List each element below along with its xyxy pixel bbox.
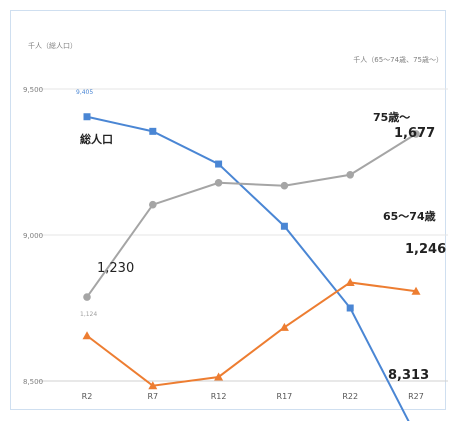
age65-end-value: 1,246	[405, 242, 446, 257]
age65-start-value: 1,124	[80, 311, 97, 318]
total-series-label: 総人口	[80, 132, 113, 146]
over75-start-value: 1,230	[97, 261, 134, 276]
left-tick-label: 9,000	[23, 232, 43, 240]
data-point-total-R17	[280, 222, 288, 230]
over75-end-value: 1,677	[394, 126, 435, 141]
x-axis-labels: R2 R7 R12 R17 R22 R27	[82, 392, 424, 401]
data-point-over75-R7	[149, 200, 157, 209]
total-start-value: 9,405	[76, 89, 93, 96]
data-point-age65-R12	[214, 372, 224, 381]
x-tick-label: R2	[82, 392, 93, 401]
data-point-age65-R22	[345, 277, 355, 286]
data-point-age65-R7	[148, 381, 158, 390]
left-tick-label: 8,500	[23, 378, 43, 386]
data-point-total-R2	[83, 113, 91, 121]
gridlines	[38, 88, 448, 382]
chart-frame	[10, 10, 446, 410]
x-tick-label: R27	[408, 392, 424, 401]
data-point-age65-R17	[279, 322, 289, 331]
data-point-over75-R17	[280, 181, 289, 190]
data-point-total-R7	[149, 127, 157, 135]
data-point-over75-R22	[346, 170, 355, 179]
data-point-total-R12	[215, 160, 223, 168]
total-end-value: 8,313	[388, 368, 429, 383]
left-axis-label: 千人（総人口）	[28, 41, 77, 50]
x-tick-label: R22	[342, 392, 358, 401]
data-point-age65-R2	[82, 331, 92, 340]
x-tick-label: R7	[147, 392, 158, 401]
data-point-total-R22	[346, 304, 354, 312]
age65-series-label: 65～74歳	[383, 209, 436, 223]
data-point-age65-R27	[411, 286, 421, 295]
series-line-age65	[86, 281, 417, 387]
series-line-total	[86, 115, 410, 421]
data-point-over75-R27	[412, 130, 420, 138]
data-point-over75-R2	[83, 293, 91, 301]
left-tick-label: 9,500	[23, 86, 43, 94]
series-layer	[82, 113, 421, 421]
x-tick-label: R17	[277, 392, 293, 401]
x-tick-label: R12	[211, 392, 227, 401]
over75-series-label: 75歳～	[373, 110, 410, 124]
series-line-over75	[86, 133, 417, 298]
data-point-over75-R12	[214, 179, 223, 187]
right-axis-label: 千人（65～74歳、75歳～）	[353, 55, 443, 64]
